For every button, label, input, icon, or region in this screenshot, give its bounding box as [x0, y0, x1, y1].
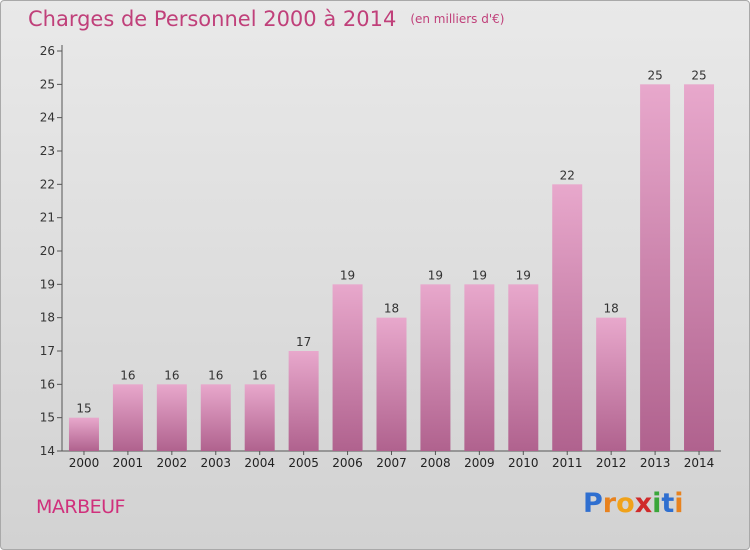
x-tick-label: 2009 [464, 456, 495, 470]
y-tick-label: 19 [40, 277, 55, 291]
y-tick-label: 16 [40, 377, 55, 391]
y-tick-label: 17 [40, 344, 55, 358]
bar [640, 84, 671, 451]
y-tick-label: 26 [40, 44, 55, 58]
x-tick-label: 2007 [376, 456, 407, 470]
x-tick-label: 2013 [640, 456, 671, 470]
bar [508, 284, 539, 451]
proxiti-logo: Proxiti [583, 488, 684, 519]
bar [332, 284, 363, 451]
chart-title: Charges de Personnel 2000 à 2014 (en mill… [28, 7, 504, 31]
x-tick-label: 2010 [508, 456, 539, 470]
x-tick-label: 2001 [113, 456, 144, 470]
logo-letter: P [583, 488, 603, 519]
x-tick-label: 2003 [200, 456, 231, 470]
logo-letter: i [652, 488, 662, 519]
x-tick-label: 2008 [420, 456, 451, 470]
bar-value-label: 15 [76, 402, 91, 416]
bar [596, 317, 627, 451]
bar [200, 384, 231, 451]
bar-value-label: 16 [252, 368, 267, 382]
x-tick-label: 2002 [157, 456, 188, 470]
bar-value-label: 25 [647, 68, 662, 82]
logo-letter: r [602, 488, 617, 519]
bar [156, 384, 187, 451]
x-tick-label: 2014 [684, 456, 715, 470]
x-tick-label: 2012 [596, 456, 627, 470]
bar [552, 184, 583, 452]
y-tick-label: 23 [40, 144, 55, 158]
bar-value-label: 22 [560, 168, 575, 182]
x-tick-label: 2000 [69, 456, 100, 470]
bar [288, 351, 319, 451]
bar [420, 284, 451, 451]
logo-letter: i [674, 488, 684, 519]
bar-value-label: 16 [208, 368, 223, 382]
bar-value-label: 19 [428, 268, 443, 282]
bar-value-label: 19 [472, 268, 487, 282]
logo-letter: o [616, 488, 635, 519]
bar-value-label: 17 [296, 335, 311, 349]
chart-subtitle: (en milliers d'€) [410, 12, 505, 26]
bar-value-label: 16 [120, 368, 135, 382]
bar-value-label: 19 [516, 268, 531, 282]
y-tick-label: 20 [40, 244, 55, 258]
y-tick-label: 24 [40, 111, 55, 125]
y-tick-label: 18 [40, 311, 55, 325]
bar-value-label: 25 [691, 68, 706, 82]
x-tick-label: 2004 [244, 456, 275, 470]
bar [684, 84, 715, 451]
bar-value-label: 16 [164, 368, 179, 382]
chart-title-text: Charges de Personnel 2000 à 2014 [28, 7, 397, 31]
y-tick-label: 14 [40, 444, 55, 458]
bar [244, 384, 275, 451]
y-tick-label: 25 [40, 77, 55, 91]
bar [112, 384, 143, 451]
bar [68, 417, 99, 451]
bar [376, 317, 407, 451]
bar [464, 284, 495, 451]
x-tick-label: 2005 [288, 456, 319, 470]
commune-name: MARBEUF [36, 496, 125, 518]
y-tick-label: 15 [40, 411, 55, 425]
y-tick-label: 22 [40, 177, 55, 191]
bar-value-label: 18 [384, 302, 399, 316]
logo-letter: t [661, 488, 675, 519]
bar-value-label: 19 [340, 268, 355, 282]
bar-value-label: 18 [604, 302, 619, 316]
y-tick-label: 21 [40, 211, 55, 225]
x-tick-label: 2006 [332, 456, 363, 470]
x-tick-label: 2011 [552, 456, 583, 470]
logo-letter: x [634, 488, 653, 519]
